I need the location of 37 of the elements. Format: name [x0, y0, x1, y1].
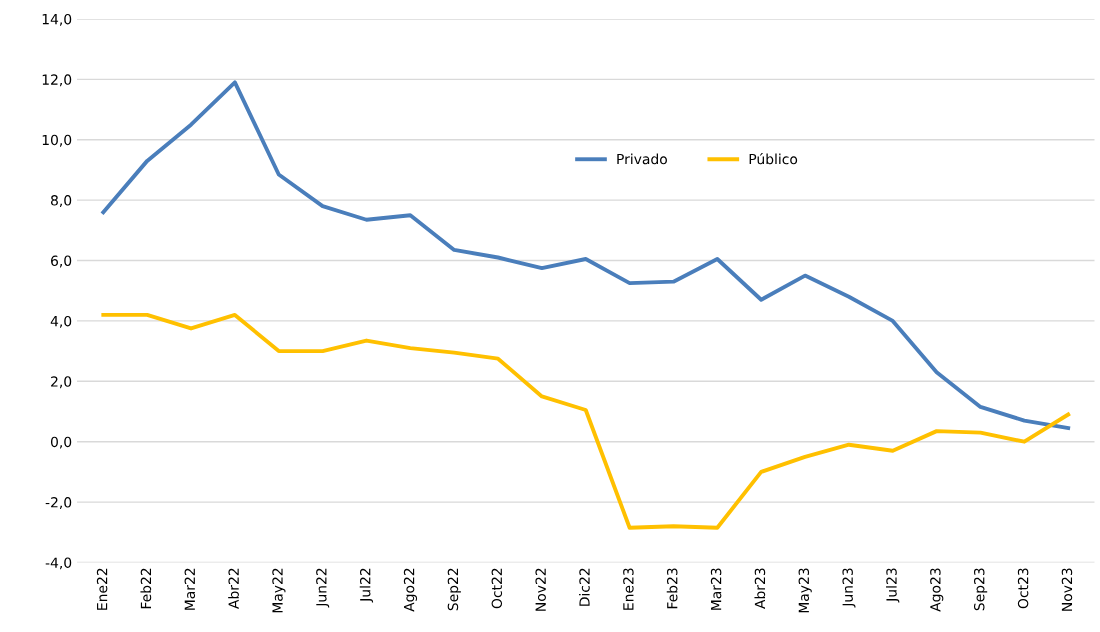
- y-tick-label: 14,0: [42, 13, 72, 26]
- y-tick-label: 10,0: [42, 134, 72, 147]
- x-tick-label: May23: [798, 568, 812, 613]
- x-tick-label: Dic22: [579, 568, 590, 606]
- line-series: [101, 80, 1071, 431]
- y-tick-label: -2,0: [45, 497, 72, 509]
- y-tick-label: 6,0: [51, 255, 72, 268]
- legend-label: Privado: [617, 153, 667, 165]
- y-tick-label: 8,0: [50, 195, 72, 208]
- y-tick-label: 12,0: [42, 74, 72, 87]
- x-tick-label: Jul22: [359, 568, 374, 603]
- x-tick-label: Ago22: [403, 568, 418, 612]
- x-tick-label: Jul23: [886, 568, 900, 603]
- legend-label: Público: [749, 153, 798, 165]
- x-tick-label: Jun22: [316, 568, 330, 608]
- x-tick-label: Jun23: [842, 568, 856, 608]
- y-tick-label: 2,0: [51, 376, 72, 389]
- x-tick-label: Nov22: [535, 568, 546, 611]
- y-tick-label: -4,0: [45, 557, 72, 570]
- y-tick-label: 0,0: [50, 436, 72, 449]
- x-tick-label: Abr23: [754, 568, 766, 609]
- x-tick-label: Ene22: [96, 568, 108, 610]
- x-tick-label: Oct23: [1017, 568, 1029, 609]
- x-tick-label: Feb22: [140, 568, 152, 609]
- x-tick-label: Abr22: [228, 568, 239, 609]
- x-tick-label: Oct22: [491, 568, 503, 609]
- y-tick-label: 4,0: [50, 315, 72, 328]
- x-tick-label: May22: [272, 568, 286, 613]
- x-tick-label: Feb23: [666, 568, 678, 609]
- line-series: [101, 312, 1071, 530]
- x-tick-label: Nov23: [1061, 568, 1073, 611]
- x-tick-label: Sep23: [973, 568, 988, 611]
- x-tick-label: Ago23: [930, 568, 944, 612]
- x-tick-label: Sep22: [447, 568, 461, 611]
- x-tick-label: Ene23: [623, 568, 634, 610]
- x-tick-label: Mar23: [710, 568, 722, 610]
- x-tick-label: Mar22: [184, 568, 196, 610]
